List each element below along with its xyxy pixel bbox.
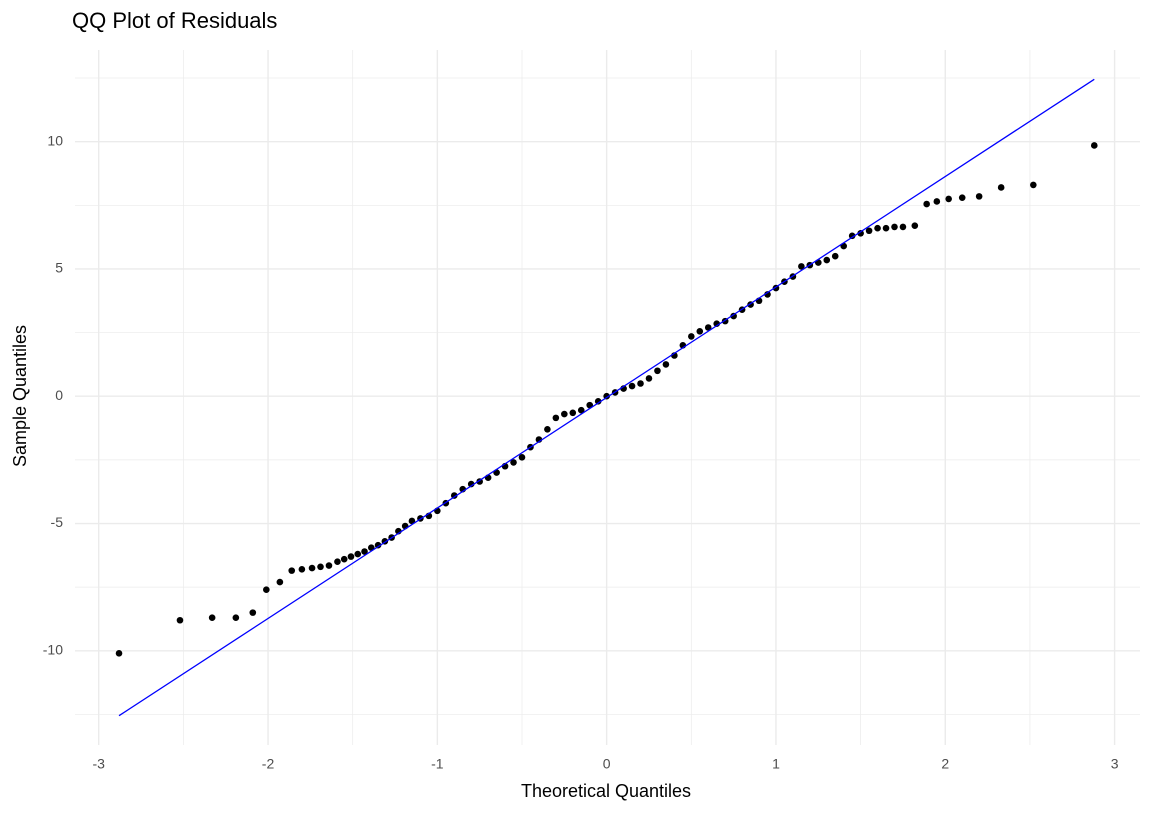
point	[696, 328, 704, 335]
point	[933, 198, 941, 205]
point	[340, 555, 348, 563]
point	[831, 252, 839, 260]
point	[1090, 142, 1098, 149]
y-axis-label: Sample Quantiles	[10, 325, 30, 467]
point	[544, 426, 551, 433]
y-tick-label: 0	[55, 387, 63, 403]
point	[115, 650, 123, 657]
point	[958, 194, 966, 201]
point	[208, 614, 216, 622]
point	[552, 414, 560, 422]
point	[628, 382, 636, 390]
x-tick-label: -3	[92, 756, 105, 772]
point	[176, 616, 184, 624]
point	[334, 558, 341, 566]
point	[298, 566, 306, 573]
reference-line	[118, 78, 1095, 717]
point	[561, 410, 568, 418]
point	[594, 398, 602, 405]
point	[408, 517, 416, 525]
point	[374, 541, 382, 549]
point	[688, 333, 695, 340]
point	[874, 224, 881, 232]
point	[361, 548, 368, 555]
point	[518, 454, 526, 461]
point	[308, 564, 316, 572]
point	[317, 563, 324, 571]
point	[1030, 181, 1037, 189]
point	[347, 553, 355, 560]
point	[288, 567, 296, 574]
point	[865, 227, 873, 235]
point	[945, 195, 952, 203]
y-tick-label: 5	[55, 260, 63, 276]
point	[510, 459, 517, 466]
point	[848, 232, 856, 240]
point	[637, 380, 644, 387]
point	[911, 222, 919, 229]
x-tick-label: -2	[262, 756, 275, 772]
x-tick-label: 0	[603, 756, 611, 772]
x-axis-label: Theoretical Quantiles	[521, 781, 691, 801]
point	[450, 492, 458, 499]
y-tick-label: -5	[51, 514, 64, 530]
point	[997, 184, 1005, 191]
point	[249, 609, 257, 616]
x-tick-label: 1	[772, 756, 780, 772]
point	[704, 324, 712, 331]
point	[232, 614, 240, 622]
point	[276, 578, 284, 586]
point	[975, 193, 983, 200]
point	[467, 480, 475, 488]
point	[857, 229, 864, 237]
y-tick-label: -10	[43, 642, 63, 658]
point	[923, 200, 930, 208]
point	[354, 550, 362, 558]
point	[823, 256, 831, 264]
point	[882, 224, 890, 232]
point	[263, 586, 270, 594]
x-tick-label: 2	[941, 756, 949, 772]
point	[645, 375, 653, 382]
y-tick-label: 10	[47, 132, 63, 148]
point	[730, 312, 737, 320]
point	[569, 409, 577, 417]
chart-title: QQ Plot of Residuals	[72, 8, 277, 33]
x-tick-label: 3	[1111, 756, 1119, 772]
point	[798, 263, 805, 270]
point	[654, 367, 661, 375]
point	[325, 562, 333, 569]
point	[577, 406, 585, 414]
point	[891, 223, 898, 231]
point	[662, 361, 670, 368]
point	[764, 291, 771, 298]
x-tick-label: -1	[431, 756, 444, 772]
point	[899, 223, 907, 231]
